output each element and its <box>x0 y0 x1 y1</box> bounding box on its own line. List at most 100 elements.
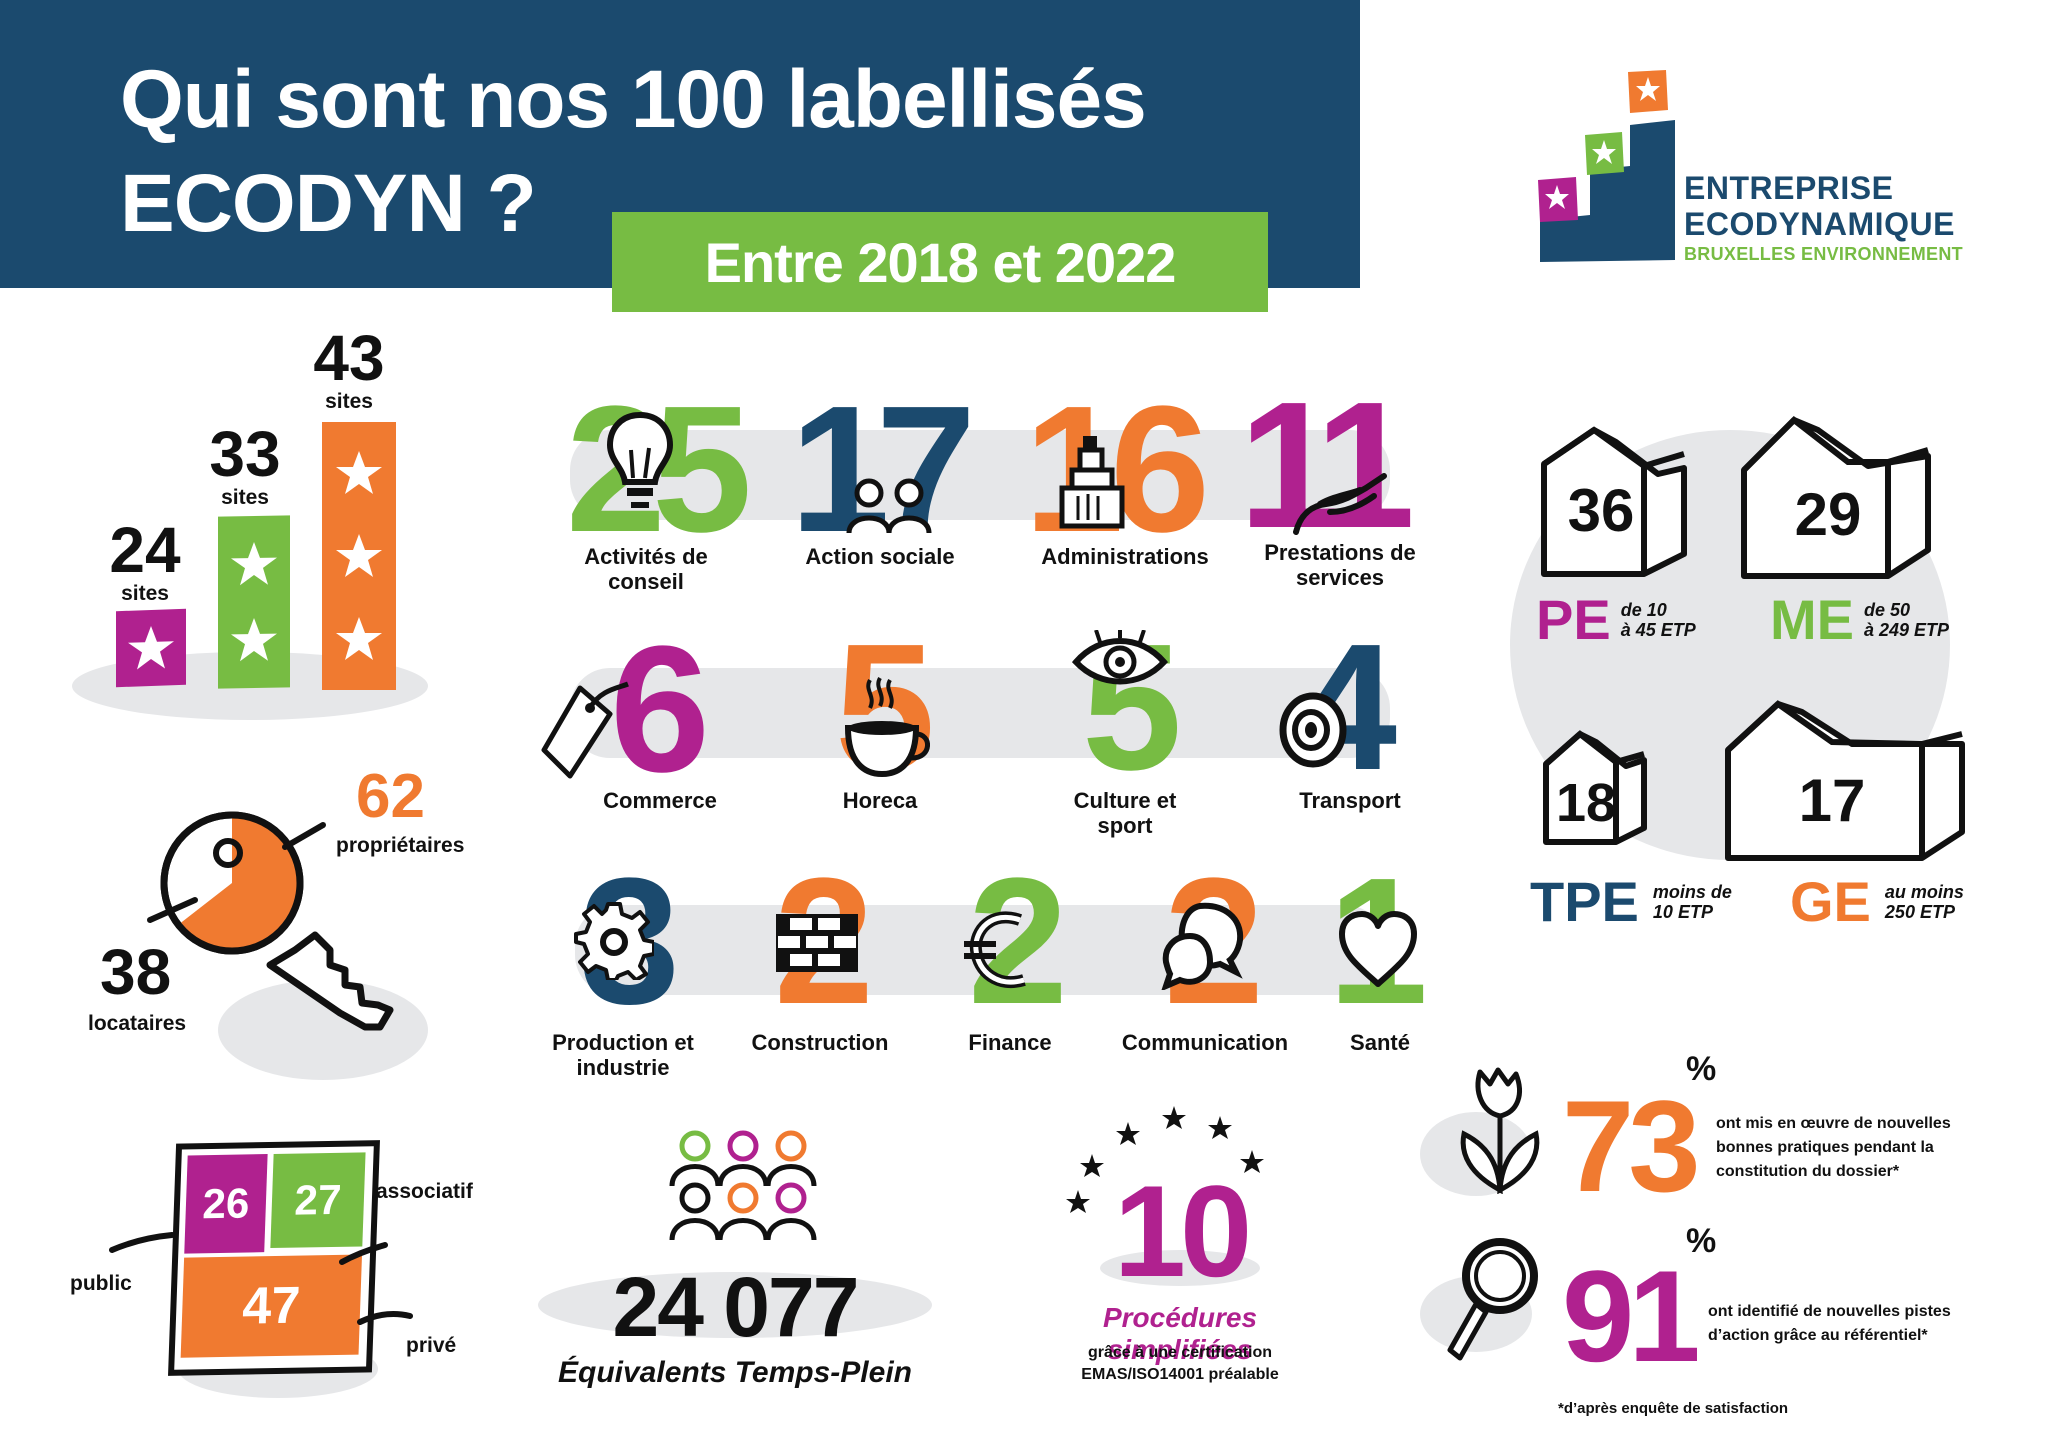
key-pie-icon <box>147 811 394 1035</box>
size-desc-line: 10 ETP <box>1652 902 1713 922</box>
size-code-tpe: TPE <box>1530 870 1639 933</box>
owners-value: 62 <box>356 762 425 831</box>
size-caption-ge: GE au moins 250 ETP <box>1790 874 1964 930</box>
size-caption-me: ME de 50 à 249 ETP <box>1770 592 1949 648</box>
owners-label: propriétaires <box>336 834 465 857</box>
logo-stairs-icon <box>1538 70 1675 262</box>
bricks-icon <box>776 914 858 972</box>
crowd-icon <box>669 1130 817 1241</box>
survey-text-line: constitution du dossier* <box>1716 1163 1900 1180</box>
sector-label-conseil: Activités de conseil <box>584 544 708 594</box>
sector-leader-lines <box>109 1232 413 1325</box>
size-desc-pe: de 10 à 45 ETP <box>1621 600 1696 640</box>
house-small-icon <box>1541 426 1687 577</box>
size-code-ge: GE <box>1790 870 1871 933</box>
sector-label-construction: Construction <box>751 1030 889 1055</box>
lightbulb-icon <box>606 411 674 508</box>
logo-line-1: ENTREPRISE <box>1684 170 1894 206</box>
row-track-2 <box>570 668 1390 758</box>
size-desc-line: à 249 ETP <box>1864 620 1950 640</box>
employees-shadow <box>538 1272 932 1338</box>
magnifier-icon <box>1447 1238 1538 1361</box>
procedures-desc: grâce à une certification EMAS/ISO14001 … <box>1030 1342 1330 1386</box>
procedures-value: 10 <box>1113 1158 1253 1304</box>
procedures-title: Procédures simplifiées <box>1102 1302 1258 1365</box>
sector-label-services: Prestations de services <box>1264 540 1416 590</box>
survey-text-line: ont identifié de nouvelles pistes <box>1708 1303 1951 1320</box>
survey-pct-sign: % <box>1686 1050 1717 1088</box>
logo-line-2: ECODYNAMIQUE <box>1684 206 1955 242</box>
survey-value-actions: 91 <box>1562 1243 1701 1389</box>
survey-value-practices: 73 <box>1562 1073 1701 1219</box>
size-value-pe: 36 <box>1567 477 1635 544</box>
public-label: public <box>70 1272 132 1295</box>
sector-label-sante: Santé <box>1350 1030 1410 1055</box>
bar-1-star <box>116 608 186 688</box>
size-desc-line: moins de <box>1652 882 1732 902</box>
hand-icon <box>1293 473 1387 535</box>
bar-label-1: 24 sites <box>100 518 190 606</box>
house-medium-icon <box>1741 416 1931 579</box>
assoc-label: associatif <box>376 1180 473 1203</box>
size-desc-line: 250 ETP <box>1884 902 1955 922</box>
size-desc-line: au moins <box>1884 882 1964 902</box>
bar-unit: sites <box>325 390 373 413</box>
eye-icon <box>1071 630 1169 685</box>
size-desc-line: à 45 ETP <box>1620 620 1696 640</box>
tenants-label: locataires <box>88 1012 187 1035</box>
size-code-pe: PE <box>1536 588 1611 651</box>
heart-icon <box>1339 911 1417 987</box>
period-badge: Entre 2018 et 2022 <box>612 212 1268 312</box>
survey-pct-sign: % <box>1686 1222 1717 1260</box>
sector-label-communication: Communication <box>1121 1030 1289 1055</box>
sector-value-commerce: 6 <box>609 609 710 810</box>
private-label: privé <box>406 1334 457 1357</box>
sector-label-admin: Administrations <box>1041 544 1209 569</box>
size-desc-line: de 10 <box>1620 600 1667 620</box>
bar-value: 24 <box>109 514 181 586</box>
star-icon <box>128 626 174 670</box>
size-caption-pe: PE de 10 à 45 ETP <box>1536 592 1696 648</box>
house-tiny-icon <box>1543 730 1647 845</box>
size-desc-me: de 50 à 249 ETP <box>1864 600 1949 640</box>
sector-label-sociale: Action sociale <box>805 544 955 569</box>
coffee-cup-icon <box>844 676 930 778</box>
star-icon <box>336 451 382 495</box>
survey-text-line: ont mis en œuvre de nouvelles <box>1716 1115 1951 1132</box>
bar-unit: sites <box>121 582 169 605</box>
logo-line-3: BRUXELLES ENVIRONNEMENT <box>1684 244 1963 264</box>
wheel-icon <box>1279 692 1347 768</box>
size-value-tpe: 18 <box>1555 773 1617 833</box>
sector-value-services: 11 <box>1238 365 1415 566</box>
people-icon <box>846 478 932 534</box>
size-desc-ge: au moins 250 ETP <box>1885 882 1964 922</box>
footnote: *d’après enquête de satisfaction <box>1558 1400 1789 1417</box>
size-code-me: ME <box>1770 588 1854 651</box>
employees-value: 24 077 <box>612 1260 860 1354</box>
procedures-line-2: EMAS/ISO14001 préalable <box>1081 1366 1279 1383</box>
size-value-me: 29 <box>1794 481 1862 548</box>
star-icon <box>336 616 382 660</box>
logo-name: ENTREPRISE ECODYNAMIQUE <box>1684 170 1955 242</box>
size-desc-line: de 50 <box>1864 600 1911 620</box>
sector-label-transport: Transport <box>1299 788 1401 813</box>
title-line-2: ECODYN ? <box>120 158 537 249</box>
sector-label-horeca: Horeca <box>842 788 918 813</box>
procedures-shadow <box>1100 1250 1260 1286</box>
bar-label-2: 33 sites <box>200 422 290 510</box>
period-text: Entre 2018 et 2022 <box>704 230 1177 294</box>
tulip-icon <box>1460 1067 1540 1194</box>
bar-value: 33 <box>209 418 281 490</box>
bar-unit: sites <box>221 486 269 509</box>
euro-icon <box>964 911 1026 988</box>
bar-label-3: 43 sites <box>304 326 394 414</box>
sector-label-culture: Culture et sport <box>1073 788 1177 838</box>
title-line-1: Qui sont nos 100 labellisés <box>120 54 1147 145</box>
size-desc-tpe: moins de 10 ETP <box>1653 882 1732 922</box>
size-caption-tpe: TPE moins de 10 ETP <box>1530 874 1732 930</box>
bar-3-stars <box>322 422 396 690</box>
row-track-1 <box>570 430 1390 520</box>
logo-mark <box>1530 60 1680 270</box>
sector-label-finance: Finance <box>968 1030 1052 1055</box>
sector-label-production: Production et industrie <box>552 1030 694 1080</box>
